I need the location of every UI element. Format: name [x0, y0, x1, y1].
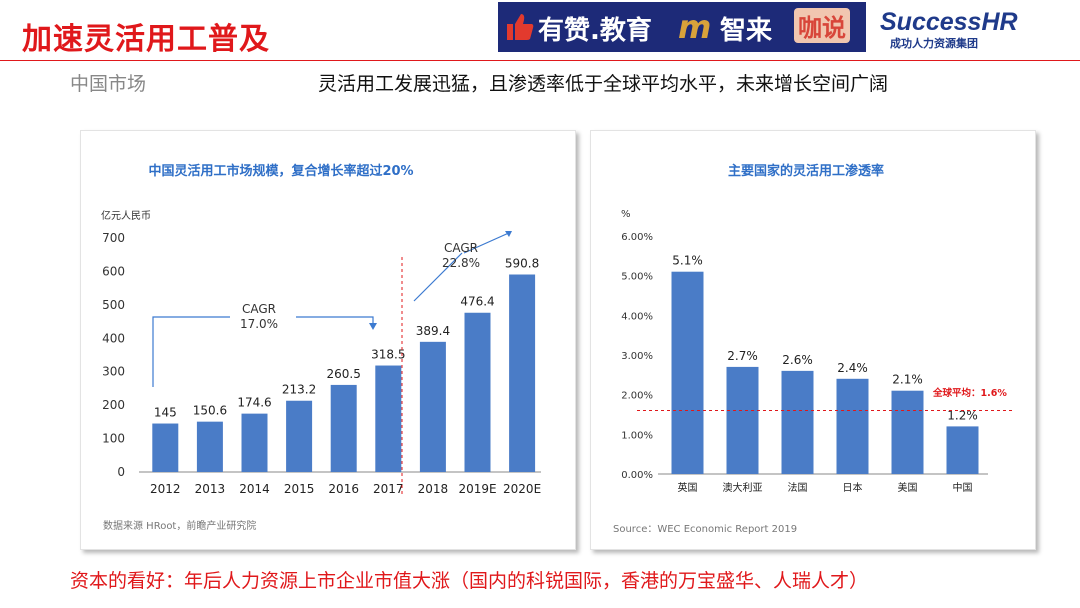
y-tick-label: 3.00% [621, 351, 653, 362]
bar-value-label: 2.6% [782, 353, 813, 367]
bar-value-label: 150.6 [193, 404, 227, 418]
bar-2020E [509, 274, 536, 472]
y-tick-label: 500 [102, 298, 125, 312]
bar-value-label: 5.1% [672, 254, 703, 268]
y-tick-label: 4.00% [621, 311, 653, 322]
y-tick-label: 200 [102, 398, 125, 412]
y-tick-label: 1.00% [621, 430, 653, 441]
footer-note: 资本的看好：年后人力资源上市企业市值大涨（国内的科锐国际，香港的万宝盛华、人瑞人… [70, 570, 869, 592]
chart-title: 中国灵活用工市场规模，复合增长率超过20% [148, 163, 413, 179]
x-tick-label: 2017 [373, 482, 404, 496]
bar-2016 [330, 384, 357, 472]
x-tick-label: 2020E [503, 482, 541, 496]
x-tick-label: 2014 [239, 482, 270, 496]
partner-logo-banner: 有赞.教育 m 智来 咖说 [498, 2, 866, 52]
bar-2013 [196, 421, 223, 472]
y-tick-label: 400 [102, 331, 125, 345]
cagr-value-2: 22.8% [442, 256, 480, 270]
penetration-chart-panel: 主要国家的灵活用工渗透率 % 0.00% 1.00% 2.00% 3.00% 4.00%… [590, 130, 1036, 550]
y-tick-label: 0 [117, 465, 125, 479]
x-tick-label: 法国 [788, 481, 808, 494]
global-average-line: 全球平均：1.6% [637, 387, 1013, 412]
section-label: 中国市场 [70, 73, 147, 95]
bar-value-label: 174.6 [237, 396, 271, 410]
bar-value-label: 213.2 [282, 383, 316, 397]
x-tick-label: 2018 [418, 482, 449, 496]
bar-2014 [241, 413, 268, 472]
y-axis-label: % [621, 209, 631, 220]
cagr-bracket-2012-2017: CAGR 17.0% [152, 302, 377, 387]
brand-subtitle: 成功人力资源集团 [890, 37, 978, 50]
bar-value-label: 2.1% [892, 373, 923, 387]
cagr-label-1: CAGR [242, 302, 276, 316]
bar-value-label: 590.8 [505, 257, 539, 271]
bar-英国 [671, 271, 704, 474]
y-tick-label: 600 [102, 264, 125, 278]
bar-value-label: 2.7% [727, 349, 758, 363]
chart-title: 主要国家的灵活用工渗透率 [728, 163, 884, 179]
penetration-rate-chart: 主要国家的灵活用工渗透率 % 0.00% 1.00% 2.00% 3.00% 4.00%… [613, 163, 1013, 535]
bar-value-label: 476.4 [460, 295, 494, 309]
bar-value-label: 1.2% [947, 408, 978, 422]
bar-2019E [464, 312, 491, 472]
bar-2012 [152, 423, 179, 472]
market-size-chart-panel: 中国灵活用工市场规模，复合增长率超过20% 亿元人民币 0 100 200 300 40… [80, 130, 576, 550]
bar-日本 [836, 378, 869, 474]
x-tick-label: 2019E [458, 482, 496, 496]
bar-中国 [946, 426, 979, 474]
bar-value-label: 260.5 [327, 367, 361, 381]
x-tick-label: 2015 [284, 482, 315, 496]
x-tick-label: 日本 [843, 481, 863, 494]
x-tick-label: 2012 [150, 482, 181, 496]
y-axis-label: 亿元人民币 [101, 209, 151, 222]
logo-text-kashuo: 咖说 [794, 8, 850, 43]
x-tick-label: 2013 [195, 482, 226, 496]
bar-法国 [781, 370, 814, 474]
y-tick-label: 300 [102, 365, 125, 379]
logo-text-youzan: 有赞.教育 [538, 16, 652, 46]
y-tick-label: 100 [102, 432, 125, 446]
logo-text-zhilai: 智来 [720, 16, 773, 46]
bar-value-label: 318.5 [371, 348, 405, 362]
bar-澳大利亚 [726, 366, 759, 474]
bar-value-label: 2.4% [837, 361, 868, 375]
slide-subtitle: 灵活用工发展迅猛，且渗透率低于全球平均水平，未来增长空间广阔 [318, 73, 889, 95]
y-tick-label: 0.00% [621, 470, 653, 481]
x-tick-label: 2016 [328, 482, 359, 496]
x-tick-label: 美国 [898, 481, 918, 494]
bar-value-label: 145 [154, 406, 177, 420]
y-tick-label: 2.00% [621, 391, 653, 402]
bar-value-label: 389.4 [416, 324, 450, 338]
m-logo-icon: m [678, 8, 712, 46]
brand-name: SuccessHR [880, 8, 1018, 36]
bar-2018 [419, 341, 446, 472]
thumbs-up-icon [507, 14, 534, 40]
successhr-logo: SuccessHR 成功人力资源集团 [880, 8, 1018, 51]
y-tick-label: 6.00% [621, 232, 653, 243]
page-title: 加速灵活用工普及 [22, 22, 270, 57]
title-divider [0, 60, 1080, 61]
bar-2015 [286, 400, 313, 472]
bar-2017 [375, 365, 402, 472]
cagr-label-2: CAGR [444, 241, 478, 255]
bar-美国 [891, 390, 924, 474]
global-average-label: 全球平均：1.6% [932, 387, 1007, 399]
x-tick-label: 中国 [953, 481, 973, 494]
x-tick-label: 英国 [678, 481, 698, 494]
cagr-value-1: 17.0% [240, 317, 278, 331]
cagr-arrow-2018-2020: CAGR 22.8% [413, 231, 512, 302]
y-tick-label: 700 [102, 231, 125, 245]
y-tick-label: 5.00% [621, 272, 653, 283]
chart-source: Source：WEC Economic Report 2019 [613, 524, 797, 535]
chart-source: 数据来源 HRoot，前瞻产业研究院 [103, 519, 256, 532]
market-size-chart: 中国灵活用工市场规模，复合增长率超过20% 亿元人民币 0 100 200 300 40… [101, 163, 541, 532]
x-tick-label: 澳大利亚 [723, 481, 763, 494]
